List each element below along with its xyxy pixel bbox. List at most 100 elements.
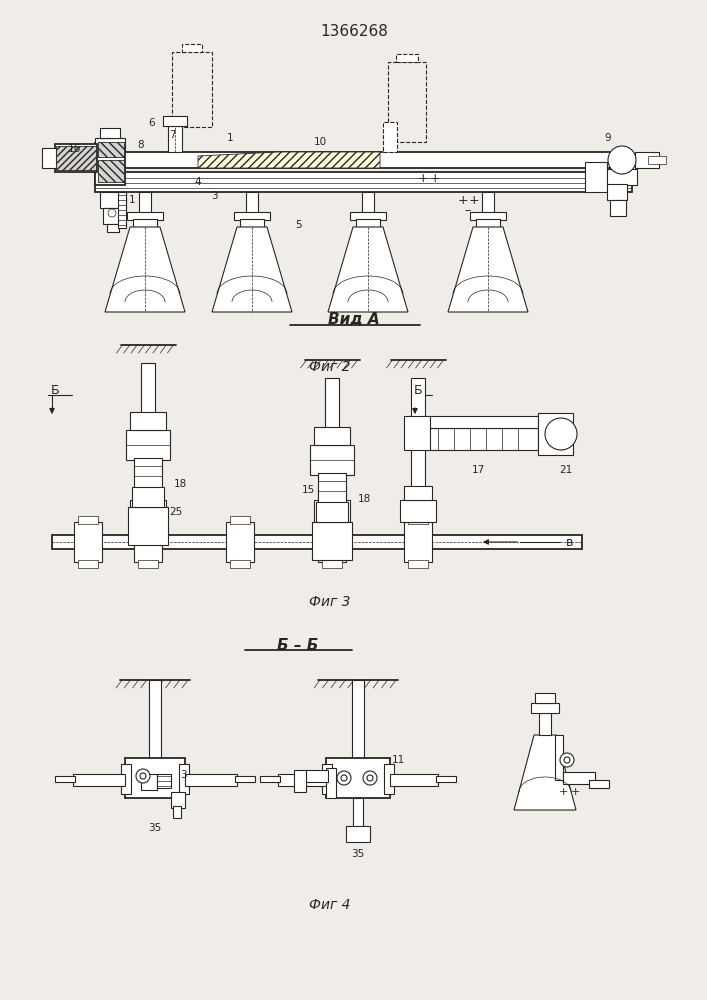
Bar xyxy=(138,560,158,568)
Text: 35: 35 xyxy=(351,849,365,859)
Text: Б: Б xyxy=(414,383,422,396)
Polygon shape xyxy=(98,142,124,157)
Text: +: + xyxy=(430,172,440,184)
Bar xyxy=(404,416,430,450)
Bar xyxy=(172,52,212,127)
Bar xyxy=(173,806,181,818)
Text: 35: 35 xyxy=(148,823,162,833)
Bar xyxy=(139,192,151,214)
Bar xyxy=(128,507,168,545)
Text: 16: 16 xyxy=(67,144,81,154)
Bar xyxy=(103,208,121,224)
Circle shape xyxy=(560,753,574,767)
Text: +: + xyxy=(457,194,468,207)
Bar xyxy=(326,758,390,798)
Bar xyxy=(326,768,336,798)
Bar xyxy=(246,192,258,214)
Bar xyxy=(316,502,348,522)
Polygon shape xyxy=(98,160,124,182)
Text: 6: 6 xyxy=(148,118,156,128)
Text: 3: 3 xyxy=(211,191,217,201)
Text: +: + xyxy=(559,787,568,797)
Bar xyxy=(130,412,166,430)
Bar xyxy=(318,473,346,525)
Bar xyxy=(226,522,254,562)
Bar xyxy=(157,774,171,788)
Bar xyxy=(428,428,538,450)
Bar xyxy=(383,122,397,152)
Bar xyxy=(168,126,182,152)
Polygon shape xyxy=(212,227,292,312)
Circle shape xyxy=(341,775,347,781)
Bar xyxy=(95,152,632,168)
Text: 1: 1 xyxy=(227,133,233,143)
Text: Фиг 3: Фиг 3 xyxy=(309,595,351,609)
Bar xyxy=(55,776,75,782)
Bar xyxy=(356,219,380,227)
Bar xyxy=(100,192,126,208)
Bar xyxy=(230,560,250,568)
Text: +: + xyxy=(571,787,580,797)
Bar xyxy=(476,219,500,227)
Text: 18: 18 xyxy=(357,494,370,504)
Bar xyxy=(408,560,428,568)
Bar xyxy=(179,764,189,794)
Text: 25: 25 xyxy=(170,507,182,517)
Bar xyxy=(384,764,394,794)
Bar xyxy=(607,184,627,200)
Bar xyxy=(235,776,255,782)
Bar xyxy=(411,378,425,522)
Bar xyxy=(134,458,162,510)
Text: 10: 10 xyxy=(313,137,327,147)
Bar xyxy=(95,143,125,185)
Bar xyxy=(134,486,162,500)
Bar xyxy=(100,128,120,138)
Bar xyxy=(322,560,342,568)
Bar xyxy=(134,522,162,562)
Bar xyxy=(610,200,626,216)
Bar xyxy=(350,212,386,220)
Bar xyxy=(95,138,125,152)
Bar xyxy=(436,776,456,782)
Text: –: – xyxy=(465,205,471,218)
Bar xyxy=(388,62,426,142)
Bar xyxy=(635,152,659,168)
Polygon shape xyxy=(328,227,408,312)
Text: 4: 4 xyxy=(194,177,201,187)
Bar xyxy=(304,770,328,782)
Bar xyxy=(539,713,551,735)
Circle shape xyxy=(545,418,577,450)
Bar xyxy=(589,780,609,788)
Polygon shape xyxy=(198,152,380,168)
Circle shape xyxy=(608,146,636,174)
Bar xyxy=(132,487,164,507)
Text: 5: 5 xyxy=(295,220,301,230)
Bar xyxy=(260,776,280,782)
Bar xyxy=(141,774,157,790)
Bar xyxy=(482,192,494,214)
Bar xyxy=(470,212,506,220)
Circle shape xyxy=(337,771,351,785)
Text: Фиг 2: Фиг 2 xyxy=(309,360,351,374)
Bar xyxy=(234,212,270,220)
Bar xyxy=(125,758,185,798)
Bar xyxy=(149,680,161,760)
Bar xyxy=(312,522,352,560)
Bar xyxy=(185,774,237,786)
Text: 8: 8 xyxy=(138,140,144,150)
Text: Вид А: Вид А xyxy=(328,312,380,328)
Bar xyxy=(42,148,56,168)
Bar xyxy=(74,522,102,562)
Bar xyxy=(310,445,354,475)
Bar xyxy=(648,156,666,164)
Bar xyxy=(163,116,187,126)
Bar xyxy=(133,219,157,227)
Bar xyxy=(396,54,418,62)
Text: 11: 11 xyxy=(392,755,404,765)
Bar xyxy=(240,219,264,227)
Bar xyxy=(138,516,158,524)
Bar xyxy=(126,430,170,460)
Text: Б – Б: Б – Б xyxy=(277,638,319,652)
Polygon shape xyxy=(56,146,96,170)
Text: 21: 21 xyxy=(559,465,573,475)
